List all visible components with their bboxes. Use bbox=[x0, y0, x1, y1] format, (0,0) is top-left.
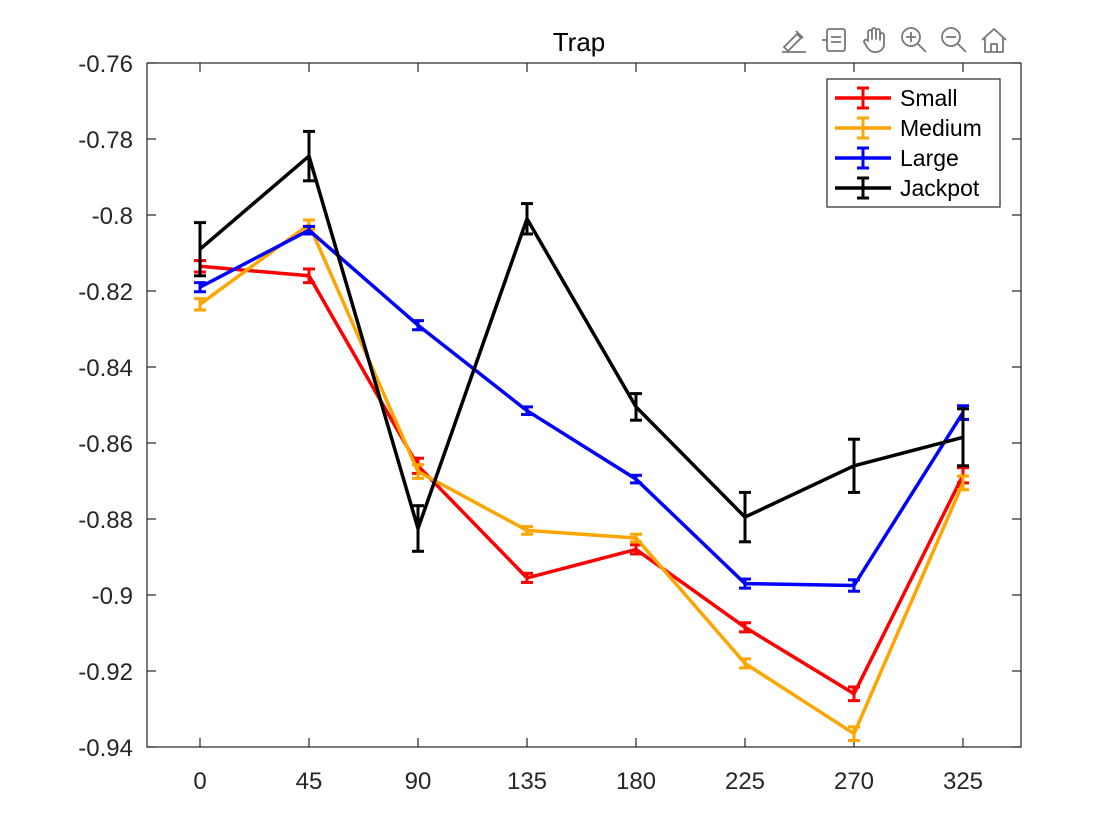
error-bar bbox=[848, 725, 860, 743]
y-tick-label: -0.76 bbox=[78, 51, 133, 78]
series-jackpot bbox=[194, 129, 969, 553]
error-bar bbox=[739, 577, 751, 590]
error-bar bbox=[303, 224, 315, 236]
error-bar bbox=[521, 405, 533, 416]
zoom-out-icon[interactable] bbox=[936, 22, 972, 58]
x-tick-label: 45 bbox=[296, 768, 323, 795]
legend: Small Medium Large Jackpot bbox=[826, 78, 1001, 208]
axes: -0.76 -0.78 -0.8 -0.82 -0.84 -0.86 -0.88 -0.9 -0… bbox=[78, 51, 1022, 795]
legend-label: Small bbox=[900, 85, 958, 111]
home-icon[interactable] bbox=[976, 22, 1012, 58]
x-tick-label: 0 bbox=[193, 768, 206, 795]
legend-label: Jackpot bbox=[900, 175, 980, 201]
chart-title: Trap bbox=[553, 27, 606, 57]
legend-item: Jackpot bbox=[835, 175, 980, 201]
error-bar bbox=[739, 621, 751, 634]
legend-box bbox=[826, 78, 1001, 208]
legend-label: Medium bbox=[900, 115, 982, 141]
error-bar bbox=[521, 571, 533, 584]
legend-label: Large bbox=[900, 145, 959, 171]
error-bar bbox=[412, 319, 424, 332]
series-line bbox=[198, 154, 964, 531]
y-tick-label: -0.82 bbox=[78, 279, 133, 306]
y-tick-label: -0.84 bbox=[78, 355, 133, 382]
series-line bbox=[199, 264, 965, 696]
error-bar bbox=[739, 657, 751, 670]
pan-hand-icon[interactable] bbox=[856, 22, 892, 58]
legend-item: Medium bbox=[835, 115, 982, 141]
error-bar bbox=[303, 267, 315, 285]
error-bar bbox=[957, 407, 969, 468]
y-tick-label: -0.78 bbox=[78, 127, 133, 154]
error-bar bbox=[630, 392, 642, 422]
error-bar bbox=[412, 463, 424, 480]
error-bar bbox=[194, 281, 206, 294]
error-bar bbox=[521, 525, 533, 536]
y-tick-label: -0.88 bbox=[78, 507, 133, 534]
axes-box bbox=[146, 62, 1022, 748]
x-tick-label: 225 bbox=[725, 768, 765, 795]
error-bar bbox=[630, 473, 642, 485]
error-bar bbox=[521, 202, 533, 236]
error-bar bbox=[848, 685, 860, 703]
y-tick-label: -0.94 bbox=[78, 735, 133, 762]
x-tick-label: 135 bbox=[507, 768, 547, 795]
error-bar bbox=[957, 474, 969, 492]
series-group bbox=[194, 129, 969, 743]
error-bar bbox=[848, 437, 860, 494]
error-bar bbox=[194, 221, 206, 278]
series-line bbox=[199, 228, 965, 588]
error-bar bbox=[303, 129, 315, 183]
y-tick-label: -0.9 bbox=[92, 583, 133, 610]
error-bar bbox=[194, 297, 206, 312]
y-tick-label: -0.92 bbox=[78, 659, 133, 686]
legend-item: Small bbox=[835, 85, 958, 111]
error-bar bbox=[739, 490, 751, 544]
x-tick-label: 270 bbox=[834, 768, 874, 795]
legend-item: Large bbox=[835, 145, 959, 171]
error-bar bbox=[412, 504, 424, 553]
series-line bbox=[198, 222, 965, 736]
y-tick-label: -0.8 bbox=[92, 203, 133, 230]
x-tick-label: 325 bbox=[943, 768, 983, 795]
axes-toolbar bbox=[776, 22, 1012, 58]
error-bar bbox=[848, 578, 860, 593]
y-tick-label: -0.86 bbox=[78, 431, 133, 458]
series-large bbox=[194, 224, 969, 593]
error-bar bbox=[630, 532, 642, 544]
x-tick-label: 90 bbox=[405, 768, 432, 795]
zoom-in-icon[interactable] bbox=[896, 22, 932, 58]
x-tick-label: 180 bbox=[616, 768, 656, 795]
series-medium bbox=[194, 218, 969, 743]
brush-edit-icon[interactable] bbox=[776, 22, 812, 58]
data-tips-icon[interactable] bbox=[816, 22, 852, 58]
